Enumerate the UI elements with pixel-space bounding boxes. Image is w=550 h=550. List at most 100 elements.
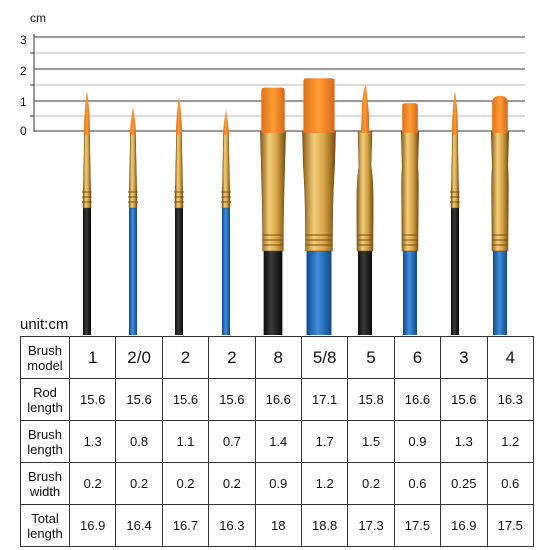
brush-handle [451, 206, 459, 335]
row-brush-width: Brush width 0.2 0.2 0.2 0.2 0.9 1.2 0.2 0.6 0.25… [20, 462, 535, 505]
brush-bristles [130, 106, 136, 135]
brush-bristles [452, 90, 458, 135]
ruler-tick-2: 2 [20, 64, 27, 78]
cell-total-8: 17.5 [393, 504, 442, 547]
row-total-length: Total length 16.9 16.4 16.7 16.3 18 18.8 17.3 1… [20, 504, 535, 547]
brush-8 [400, 103, 420, 335]
cell-total-3: 16.7 [161, 504, 210, 547]
brush-bristles [303, 78, 335, 133]
cell-brush-length-9: 1.3 [440, 420, 488, 463]
cell-rod-5: 16.6 [254, 378, 302, 421]
brush-ferrule [260, 130, 286, 252]
cell-model-2: 2/0 [115, 336, 163, 379]
unit-label: unit:cm [20, 316, 69, 333]
cell-total-10: 17.5 [486, 504, 535, 547]
cell-model-1: 1 [68, 336, 117, 379]
ruler-unit-label: cm [30, 11, 46, 25]
ruler-tick-0: 0 [20, 124, 27, 138]
brush-6 [302, 78, 336, 335]
cell-brush-length-10: 1.2 [486, 420, 535, 463]
cell-model-7: 5 [347, 336, 395, 379]
cell-rod-1: 15.6 [68, 378, 117, 421]
brush-bristles [361, 84, 369, 133]
brush-4 [221, 109, 231, 335]
brush-5 [260, 87, 286, 335]
row-rod-length: Rod length 15.6 15.6 15.6 15.6 16.6 17.1 15.8 1… [20, 378, 535, 421]
ruler-tick-3: 3 [20, 33, 27, 47]
cell-total-9: 16.9 [440, 504, 488, 547]
brush-handle [263, 249, 283, 335]
cell-rod-4: 15.6 [208, 378, 256, 421]
cell-total-1: 16.9 [68, 504, 117, 547]
cell-brush-width-4: 0.2 [208, 462, 256, 505]
row-header-brush-model: Brush model [20, 336, 70, 379]
row-header-brush-length: Brush length [20, 420, 70, 463]
cell-brush-width-5: 0.9 [254, 462, 302, 505]
cell-model-6: 5/8 [300, 336, 349, 379]
brush-bristles [223, 109, 229, 135]
brush-ferrule [356, 130, 374, 252]
cell-brush-length-4: 0.7 [208, 420, 256, 463]
brush-handle [358, 249, 372, 335]
cell-brush-width-3: 0.2 [161, 462, 210, 505]
cell-rod-6: 17.1 [300, 378, 349, 421]
row-brush-length: Brush length 1.3 0.8 1.1 0.7 1.4 1.7 1.5 0.9 1.3… [20, 420, 535, 463]
cell-model-4: 2 [208, 336, 256, 379]
row-header-total-length: Total length [20, 504, 70, 547]
cell-brush-length-2: 0.8 [115, 420, 163, 463]
brush-spec-table: Brush model 1 2/0 2 2 8 5/8 5 6 3 4 Rod length 15… [20, 336, 535, 547]
brush-ferrule [490, 130, 510, 252]
cell-brush-width-7: 0.2 [347, 462, 395, 505]
brush-9 [450, 90, 460, 335]
cell-total-5: 18 [254, 504, 302, 547]
cell-brush-width-2: 0.2 [115, 462, 163, 505]
brush-handle [403, 249, 417, 335]
brush-3 [174, 96, 184, 335]
ruler: cm 3 2 1 0 [20, 11, 525, 138]
cell-brush-width-8: 0.6 [393, 462, 442, 505]
cell-total-6: 18.8 [300, 504, 349, 547]
cell-brush-length-1: 1.3 [68, 420, 117, 463]
cell-brush-length-5: 1.4 [254, 420, 302, 463]
cell-brush-width-10: 0.6 [486, 462, 535, 505]
cell-rod-7: 15.8 [347, 378, 395, 421]
brush-bristles [176, 96, 182, 135]
cell-total-7: 17.3 [347, 504, 395, 547]
brush-bristles [84, 90, 90, 135]
cell-rod-8: 16.6 [393, 378, 442, 421]
brush-7 [356, 84, 374, 335]
row-header-brush-width: Brush width [20, 462, 70, 505]
cell-model-5: 8 [254, 336, 302, 379]
brush-10 [490, 95, 510, 335]
brush-bristles [402, 103, 418, 133]
cell-brush-width-6: 1.2 [300, 462, 349, 505]
cell-brush-width-9: 0.25 [440, 462, 488, 505]
cell-rod-2: 15.6 [115, 378, 163, 421]
brush-ferrule [400, 130, 420, 252]
brush-bristles [492, 95, 508, 133]
row-brush-model: Brush model 1 2/0 2 2 8 5/8 5 6 3 4 [20, 336, 535, 379]
cell-brush-length-7: 1.5 [347, 420, 395, 463]
brush-handle [175, 206, 183, 335]
cell-brush-width-1: 0.2 [68, 462, 117, 505]
brush-set [82, 78, 510, 335]
cell-rod-9: 15.6 [440, 378, 488, 421]
cell-model-10: 4 [486, 336, 535, 379]
cell-total-2: 16.4 [115, 504, 163, 547]
brush-ferrule [302, 130, 336, 252]
brush-1 [82, 90, 92, 335]
cell-rod-10: 16.3 [486, 378, 535, 421]
cell-brush-length-8: 0.9 [393, 420, 442, 463]
brush-bristles [261, 87, 285, 133]
cell-rod-3: 15.6 [161, 378, 210, 421]
cell-brush-length-3: 1.1 [161, 420, 210, 463]
cell-model-8: 6 [393, 336, 442, 379]
ruler-tick-1: 1 [20, 95, 27, 109]
brush-handle [306, 249, 332, 335]
cell-model-9: 3 [440, 336, 488, 379]
brush-handle [222, 206, 230, 335]
cell-brush-length-6: 1.7 [300, 420, 349, 463]
brush-handle [129, 206, 137, 335]
brush-2 [128, 106, 138, 335]
brush-illustration: cm 3 2 1 0 [20, 11, 525, 335]
